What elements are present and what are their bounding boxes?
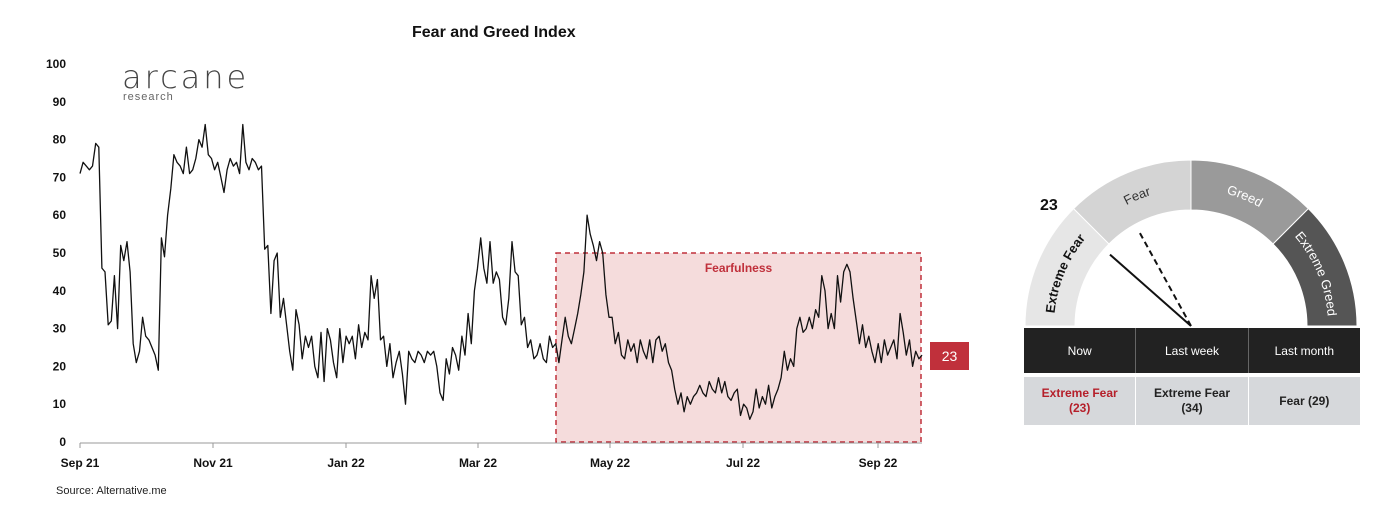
fearfulness-label: Fearfulness (705, 261, 773, 275)
header-last-week: Last week (1136, 328, 1249, 373)
gauge-needle-now (1109, 253, 1192, 327)
gauge-zone-extreme-greed (1272, 207, 1358, 327)
comparison-table: Now Last week Last month Extreme Fear (23… (1024, 328, 1360, 425)
y-tick-label: 10 (53, 397, 67, 411)
y-tick-label: 0 (59, 435, 66, 449)
x-tick-label: Nov 21 (193, 456, 233, 470)
y-tick-label: 20 (53, 359, 67, 373)
x-tick-label: Mar 22 (459, 456, 497, 470)
x-tick-label: Sep 22 (859, 456, 898, 470)
value-last-month-label: Fear (29) (1279, 393, 1330, 408)
gauge-value-label: 23 (1040, 197, 1058, 214)
comparison-table-header: Now Last week Last month (1024, 328, 1360, 373)
value-last-week-label: Extreme Fear (1153, 386, 1231, 400)
y-tick-label: 80 (53, 133, 67, 147)
value-now-number: (23) (1068, 401, 1091, 415)
x-tick-label: May 22 (590, 456, 630, 470)
fearfulness-region (555, 252, 922, 443)
y-tick-label: 50 (53, 246, 67, 260)
value-now-label: Extreme Fear (1041, 386, 1118, 400)
y-tick-label: 40 (53, 284, 67, 298)
x-tick-label: Jul 22 (726, 456, 760, 470)
gauge-needle-last-week (1138, 230, 1192, 327)
y-tick-label: 30 (53, 322, 67, 336)
chart-title: Fear and Greed Index (412, 24, 576, 41)
x-tick-label: Sep 21 (61, 456, 100, 470)
y-tick-label: 70 (53, 170, 67, 184)
y-tick-label: 60 (53, 208, 67, 222)
comparison-table-values: Extreme Fear (23) Extreme Fear (34) Fear (… (1024, 373, 1360, 425)
arcane-logo: arcane (122, 58, 250, 96)
header-last-month: Last month (1248, 328, 1360, 373)
x-tick-label: Jan 22 (327, 456, 365, 470)
value-last-week: Extreme Fear (34) (1136, 377, 1249, 425)
arcane-logo-sub: research (123, 91, 174, 103)
value-last-month: Fear (29) (1248, 377, 1360, 425)
fear-greed-series-line (79, 123, 923, 420)
y-tick-label: 100 (46, 57, 66, 71)
source-note: Source: Alternative.me (56, 485, 167, 497)
header-now: Now (1024, 328, 1137, 373)
y-tick-label: 90 (53, 95, 67, 109)
value-last-week-number: (34) (1181, 401, 1203, 415)
value-now: Extreme Fear (23) (1024, 377, 1137, 425)
latest-value-badge: 23 (930, 342, 969, 370)
